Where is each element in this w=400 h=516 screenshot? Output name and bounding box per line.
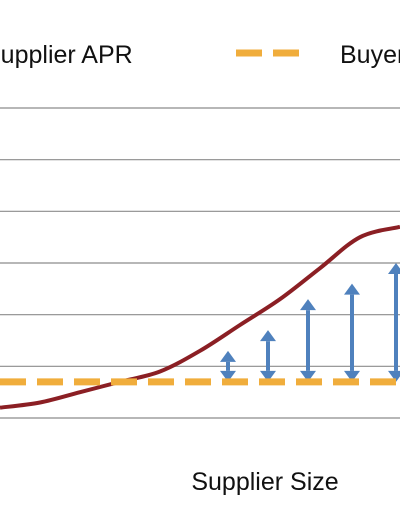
legend-label-buyer: Buyer <box>340 41 400 69</box>
legend: Supplier APR Buyer <box>0 41 400 69</box>
spread-arrow-4 <box>388 263 400 382</box>
series-line-supplier-apr <box>0 224 400 410</box>
spread-arrow-1 <box>260 330 276 382</box>
spread-arrow-3 <box>344 283 360 382</box>
spread-arrows <box>220 263 400 382</box>
series-layer <box>0 224 400 410</box>
spread-arrow-2 <box>300 299 316 382</box>
x-axis-label: Supplier Size <box>191 468 338 496</box>
gridlines <box>0 107 400 419</box>
spread-arrow-0 <box>220 350 236 382</box>
legend-label-supplier-apr: Supplier APR <box>0 41 133 69</box>
